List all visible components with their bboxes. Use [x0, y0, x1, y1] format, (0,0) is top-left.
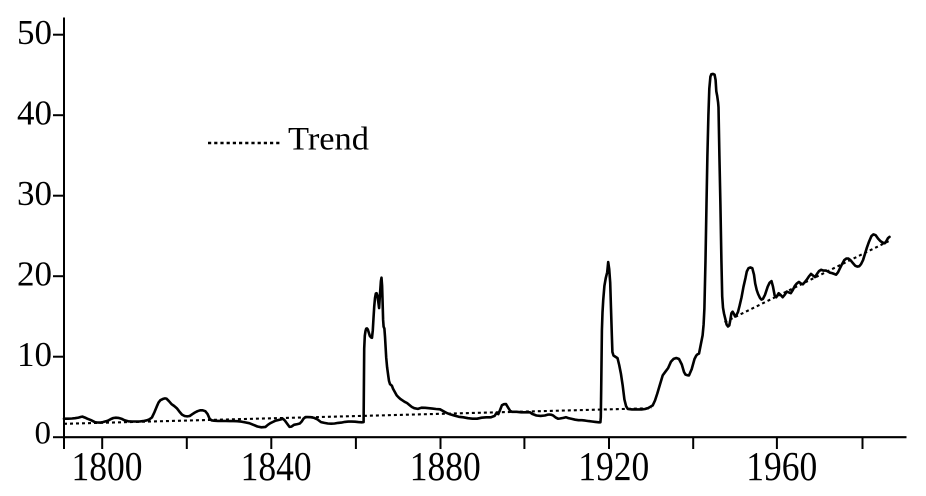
svg-text:40: 40: [17, 94, 52, 133]
svg-text:1800: 1800: [72, 443, 143, 489]
svg-text:1840: 1840: [241, 443, 312, 489]
svg-text:1920: 1920: [578, 443, 649, 489]
svg-text:10: 10: [17, 335, 52, 374]
svg-text:Trend: Trend: [288, 122, 369, 158]
svg-text:1960: 1960: [746, 443, 817, 489]
svg-text:1880: 1880: [410, 443, 481, 489]
svg-text:0: 0: [35, 416, 52, 452]
svg-text:50: 50: [17, 13, 52, 52]
svg-text:20: 20: [17, 255, 52, 294]
svg-text:30: 30: [17, 174, 52, 213]
